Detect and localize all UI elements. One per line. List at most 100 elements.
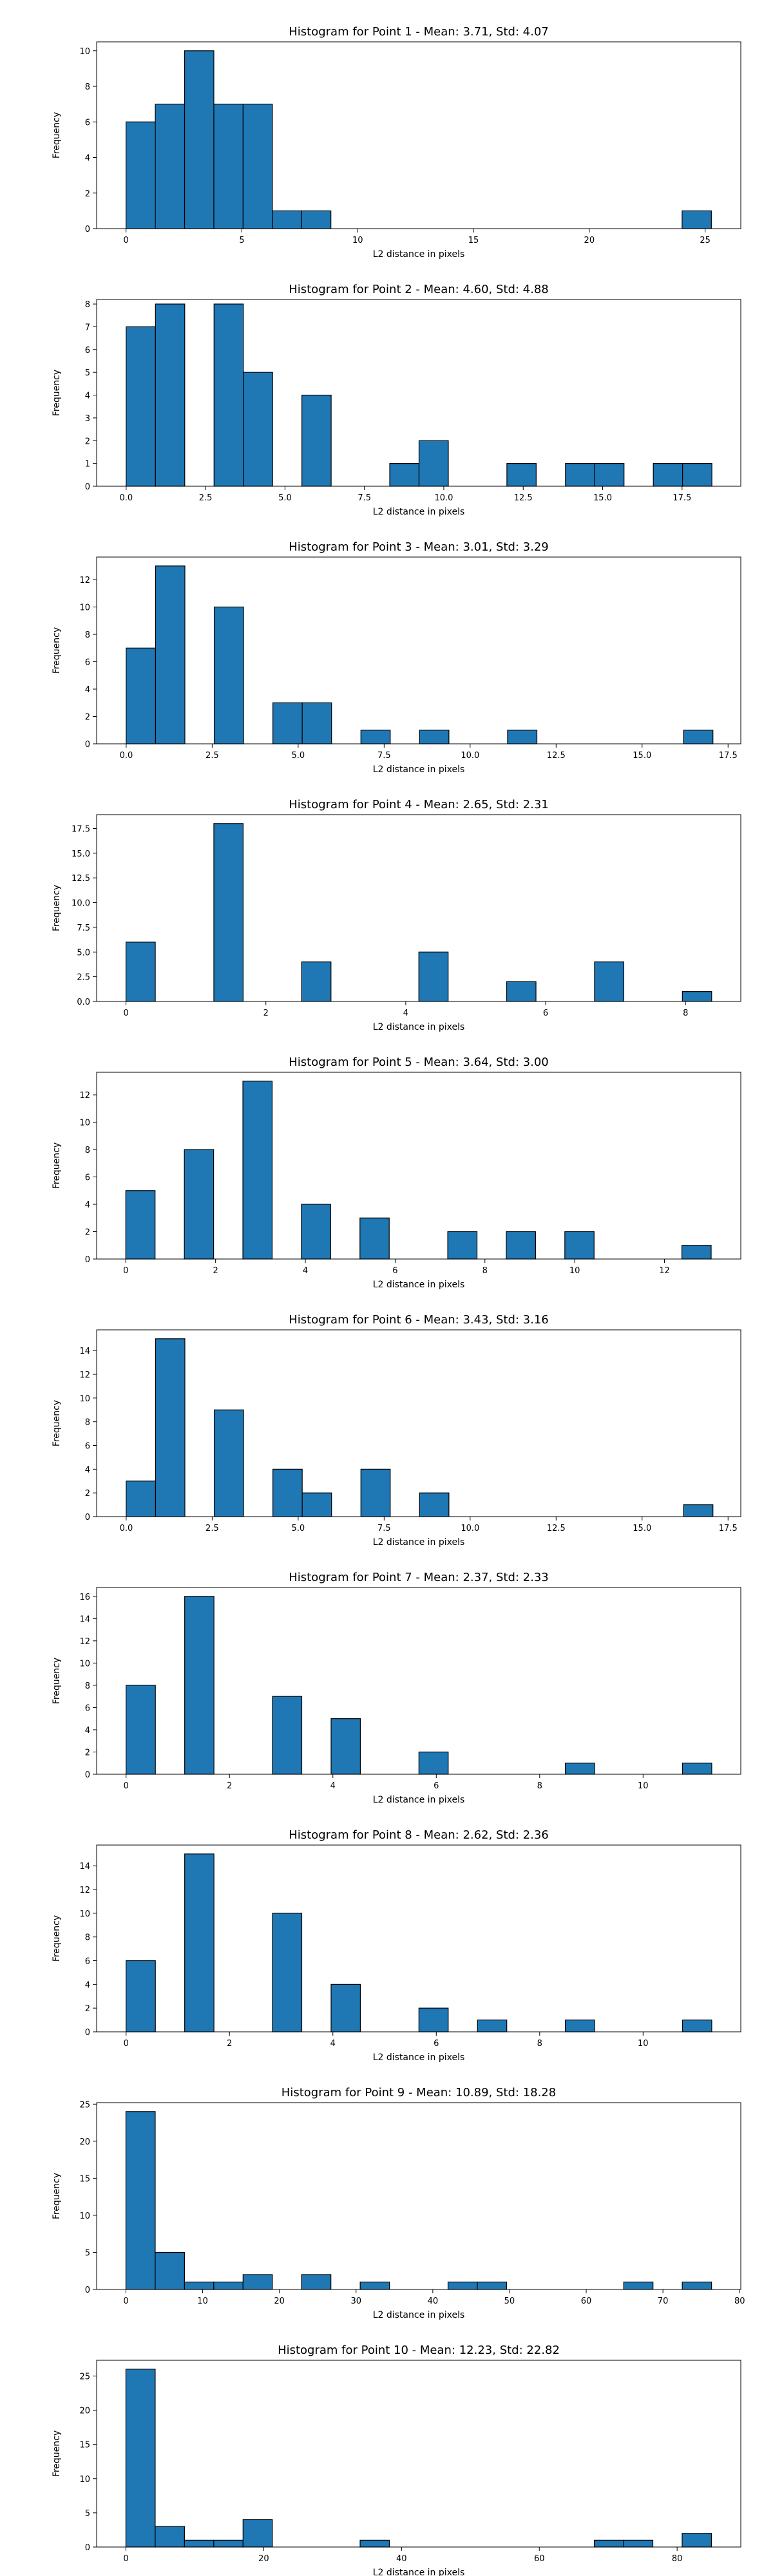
y-tick-label: 2	[85, 189, 90, 199]
x-axis-label: L2 distance in pixels	[373, 507, 465, 517]
y-axis-label: Frequency	[52, 627, 62, 674]
x-tick-label: 15	[468, 236, 479, 245]
y-tick-label: 2.5	[77, 973, 90, 983]
y-tick-label: 0.0	[77, 998, 90, 1007]
x-tick-label: 2.5	[205, 1524, 219, 1533]
y-tick-label: 2	[85, 2004, 90, 2014]
y-axis-label: Frequency	[52, 1142, 62, 1189]
histogram-bar	[477, 2019, 508, 2032]
histogram-bar	[594, 463, 625, 487]
y-tick-label: 0	[85, 2286, 90, 2295]
y-tick-label: 8	[85, 1418, 90, 1428]
histogram-bar	[126, 1960, 156, 2032]
y-tick-label: 15	[79, 2441, 90, 2450]
histogram-bar	[213, 303, 244, 487]
histogram-bar	[126, 326, 156, 487]
histogram-bar	[155, 565, 186, 744]
x-axis-label: L2 distance in pixels	[373, 1537, 465, 1548]
histogram-bar	[682, 2281, 712, 2290]
axes-frame	[96, 2102, 741, 2290]
x-tick-label: 0	[123, 2554, 128, 2564]
x-tick-label: 40	[428, 2297, 439, 2306]
x-axis-label: L2 distance in pixels	[373, 2568, 465, 2576]
y-tick-label: 0	[85, 225, 90, 234]
chart-title: Histogram for Point 3 - Mean: 3.01, Std:…	[289, 540, 549, 554]
histogram-bar	[594, 961, 625, 1002]
histogram-bar	[359, 2539, 390, 2548]
histogram-bar	[125, 2369, 156, 2548]
chart-panel-1: Histogram for Point 1 - Mean: 3.71, Std:…	[52, 25, 741, 260]
x-axis-label: L2 distance in pixels	[373, 2052, 465, 2063]
histogram-bar	[681, 1245, 712, 1260]
y-tick-label: 4	[85, 154, 90, 164]
x-tick-label: 80	[734, 2297, 745, 2306]
y-tick-label: 12.5	[72, 874, 90, 884]
histogram-bar	[155, 303, 186, 487]
x-tick-label: 8	[537, 1781, 542, 1791]
chart-panel-2: Histogram for Point 2 - Mean: 4.60, Std:…	[52, 283, 741, 517]
y-tick-label: 8	[85, 82, 90, 92]
histogram-bar	[653, 463, 683, 487]
x-tick-label: 60	[581, 2297, 592, 2306]
y-tick-label: 10	[79, 47, 90, 57]
histogram-bar	[564, 1231, 595, 1260]
histogram-bar	[242, 2274, 273, 2290]
x-tick-label: 7.5	[377, 751, 391, 761]
y-tick-label: 14	[79, 1615, 90, 1624]
y-tick-label: 2	[85, 1489, 90, 1499]
x-tick-label: 2.5	[205, 751, 219, 761]
x-tick-label: 7.5	[358, 493, 371, 503]
y-tick-label: 16	[79, 1593, 90, 1602]
y-tick-label: 7.5	[77, 923, 90, 933]
y-tick-label: 0	[85, 1255, 90, 1265]
histogram-bar	[184, 50, 215, 229]
histogram-bar	[213, 823, 244, 1002]
histogram-bar	[155, 1338, 186, 1517]
histogram-bar	[272, 210, 302, 229]
x-tick-label: 20	[584, 236, 595, 245]
y-axis-label: Frequency	[52, 885, 62, 931]
axes-frame	[96, 1072, 741, 1260]
y-tick-label: 10	[79, 2475, 90, 2485]
y-tick-label: 4	[85, 392, 90, 401]
x-tick-label: 10	[352, 236, 363, 245]
histogram-bar	[418, 1751, 449, 1775]
histogram-bar	[301, 1492, 332, 1517]
histogram-bar	[301, 702, 332, 744]
histogram-bar	[184, 1149, 215, 1260]
y-tick-label: 6	[85, 1173, 90, 1183]
y-tick-label: 0	[85, 1770, 90, 1780]
histogram-bar	[360, 730, 391, 744]
y-tick-label: 12	[79, 1370, 90, 1380]
y-tick-label: 20	[79, 2407, 90, 2416]
histogram-bar	[126, 1685, 156, 1775]
histogram-bar	[477, 2281, 508, 2290]
histogram-bar	[213, 104, 244, 229]
chart-panel-6: Histogram for Point 6 - Mean: 3.43, Std:…	[52, 1313, 741, 1548]
histogram-bar	[301, 2274, 332, 2290]
x-tick-label: 70	[658, 2297, 669, 2306]
chart-title: Histogram for Point 9 - Mean: 10.89, Std…	[282, 2086, 556, 2099]
y-tick-label: 5	[85, 368, 90, 378]
histogram-bar	[330, 1984, 361, 2032]
x-tick-label: 2	[227, 2039, 232, 2049]
x-tick-label: 8	[683, 1009, 688, 1018]
y-tick-label: 0	[85, 2028, 90, 2038]
histogram-bar	[507, 730, 538, 744]
y-tick-label: 0	[85, 740, 90, 750]
x-tick-label: 0	[123, 2297, 128, 2306]
histogram-bar	[213, 1409, 244, 1517]
x-tick-label: 4	[403, 1009, 408, 1018]
histogram-bar	[447, 1231, 478, 1260]
x-axis-label: L2 distance in pixels	[373, 1280, 465, 1290]
histogram-bar	[682, 1763, 712, 1775]
x-tick-label: 0	[123, 1266, 128, 1276]
y-tick-label: 20	[79, 2137, 90, 2147]
y-axis-label: Frequency	[52, 2173, 62, 2219]
histogram-bar	[126, 647, 157, 744]
chart-title: Histogram for Point 7 - Mean: 2.37, Std:…	[289, 1571, 549, 1584]
histogram-bar	[682, 210, 712, 229]
histogram-bar	[184, 2539, 215, 2548]
x-tick-label: 12.5	[547, 751, 566, 761]
y-tick-label: 4	[85, 685, 90, 695]
